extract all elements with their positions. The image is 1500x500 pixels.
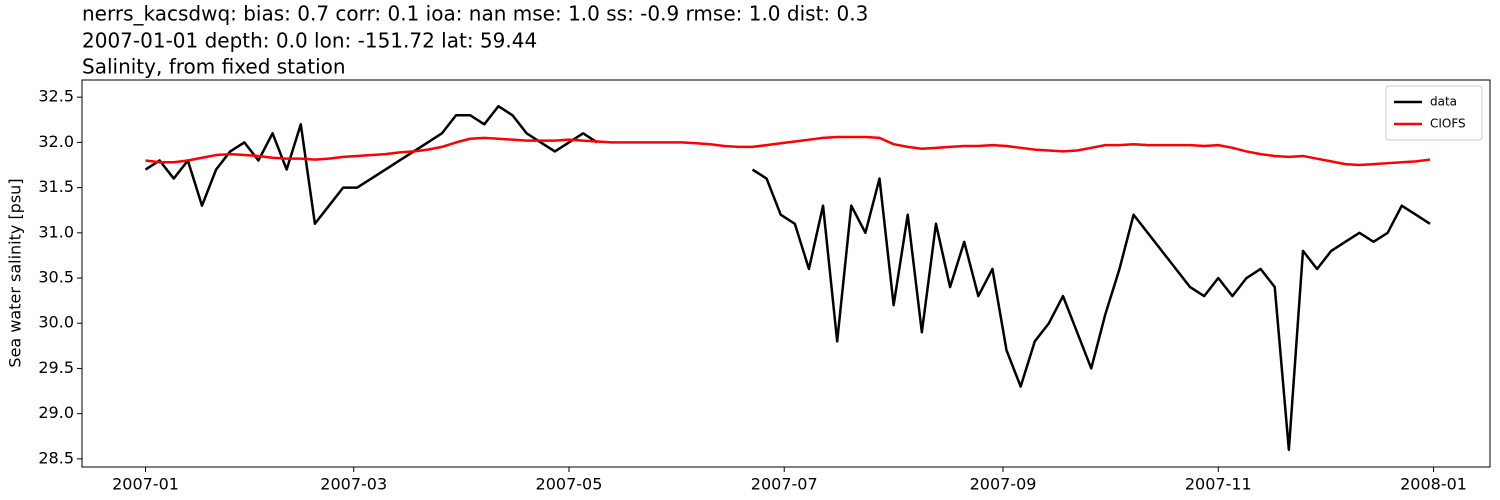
- legend-box: [1385, 85, 1483, 141]
- series-line: [144, 104, 1431, 452]
- x-tick-label: 2007-05: [536, 475, 603, 494]
- x-tick-label: 2007-09: [970, 475, 1037, 494]
- x-tick-label: 2007-07: [751, 475, 818, 494]
- chart-subtitle: Salinity, from fixed station: [82, 55, 346, 79]
- y-tick-label: 29.5: [38, 358, 74, 377]
- y-axis-label: Sea water salinity [psu]: [6, 178, 25, 367]
- x-tick-label: 2007-01: [112, 475, 179, 494]
- legend-label: data: [1430, 95, 1457, 109]
- y-tick-label: 31.5: [38, 177, 74, 196]
- y-tick-label: 31.0: [38, 222, 74, 241]
- y-tick-label: 32.5: [38, 87, 74, 106]
- y-tick-label: 28.5: [38, 448, 74, 467]
- x-tick-label: 2007-11: [1185, 475, 1252, 494]
- x-tick-label: 2008-01: [1400, 475, 1467, 494]
- y-tick-label: 30.5: [38, 268, 74, 287]
- chart-title: nerrs_kacsdwq: bias: 0.7 corr: 0.1 ioa: …: [82, 2, 868, 26]
- y-tick-label: 32.0: [38, 132, 74, 151]
- y-tick-label: 30.0: [38, 313, 74, 332]
- x-tick-label: 2007-03: [320, 475, 387, 494]
- plot-frame: [81, 79, 1491, 468]
- y-tick-label: 29.0: [38, 403, 74, 422]
- series-line: [145, 135, 1431, 167]
- chart-subtitle: 2007-01-01 depth: 0.0 lon: -151.72 lat: …: [82, 29, 537, 53]
- legend-label: CIOFS: [1430, 117, 1466, 131]
